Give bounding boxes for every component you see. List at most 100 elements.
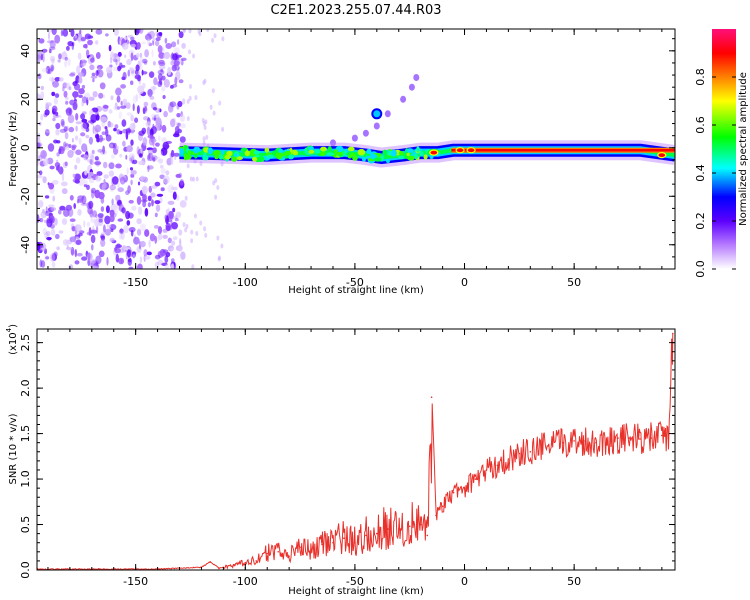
signal-blob bbox=[326, 152, 335, 156]
snr-data-point bbox=[209, 561, 211, 563]
noise-speckle bbox=[90, 114, 98, 123]
noise-speckle bbox=[40, 150, 47, 159]
noise-speckle bbox=[37, 150, 40, 157]
noise-speckle bbox=[75, 125, 78, 132]
noise-speckle bbox=[202, 136, 206, 142]
spectrogram-panel: -150 -100 -50 0 50 -40 -20 0 20 40 Height of str… bbox=[8, 28, 676, 296]
snr-panel: -150 -100 -50 0 50 0.0 0.5 1.0 1.5 2.0 2.5 Height… bbox=[5, 324, 676, 597]
noise-speckle bbox=[167, 237, 172, 244]
noise-speckle bbox=[61, 188, 68, 195]
noise-speckle bbox=[120, 100, 123, 106]
noise-speckle bbox=[188, 29, 192, 34]
noise-speckle bbox=[202, 80, 206, 86]
noise-speckle bbox=[78, 137, 82, 145]
signal-blob bbox=[220, 150, 225, 155]
noise-speckle bbox=[170, 263, 175, 269]
noise-speckle bbox=[59, 205, 66, 211]
noise-speckle bbox=[62, 29, 69, 37]
noise-speckle bbox=[83, 44, 88, 49]
noise-speckle bbox=[84, 170, 88, 176]
noise-speckle bbox=[100, 116, 107, 123]
noise-speckle bbox=[87, 39, 93, 46]
signal-blob bbox=[313, 149, 321, 154]
noise-speckle bbox=[178, 79, 184, 84]
snr-data-point bbox=[435, 514, 437, 517]
noise-speckle bbox=[109, 143, 113, 149]
colorbar-ticks: 0.0 0.2 0.4 0.6 0.8 bbox=[694, 68, 736, 278]
noise-speckle bbox=[166, 157, 172, 166]
colorbar: 0.0 0.2 0.4 0.6 0.8 Normalized spectral ampl… bbox=[694, 29, 749, 278]
snr-data-point bbox=[595, 441, 597, 444]
noise-speckle bbox=[101, 232, 106, 236]
noise-speckle bbox=[172, 207, 176, 213]
noise-speckle bbox=[45, 128, 51, 134]
noise-speckle bbox=[157, 226, 163, 235]
noise-speckle bbox=[156, 193, 164, 197]
noise-speckle bbox=[192, 53, 196, 59]
snr-data-point bbox=[441, 505, 444, 508]
noise-speckle bbox=[139, 52, 143, 58]
colorbar-label: Normalized spectral amplitude bbox=[738, 72, 749, 226]
noise-speckle bbox=[209, 104, 213, 110]
noise-speckle bbox=[154, 181, 161, 187]
noise-speckle bbox=[92, 78, 95, 83]
noise-speckle bbox=[160, 187, 165, 192]
noise-speckle bbox=[75, 113, 79, 121]
y-tick-label: 2.5 bbox=[19, 334, 32, 352]
noise-speckle bbox=[147, 165, 154, 170]
noise-speckle bbox=[130, 114, 134, 122]
noise-speckle bbox=[129, 167, 134, 171]
noise-speckle bbox=[168, 104, 174, 113]
noise-speckle bbox=[88, 200, 94, 209]
noise-speckle bbox=[202, 140, 206, 146]
noise-speckle bbox=[63, 90, 68, 98]
noise-speckle bbox=[109, 215, 115, 223]
noise-speckle bbox=[203, 226, 207, 232]
noise-speckle bbox=[143, 61, 148, 65]
noise-speckle bbox=[51, 91, 56, 97]
noise-speckle bbox=[124, 54, 127, 59]
signal-blob bbox=[194, 154, 198, 159]
noise-speckle bbox=[90, 217, 96, 223]
noise-speckle bbox=[144, 105, 147, 112]
noise-speckle bbox=[147, 134, 154, 139]
noise-speckle bbox=[202, 121, 206, 127]
noise-speckle bbox=[211, 37, 215, 43]
noise-speckle bbox=[52, 114, 60, 119]
noise-speckle bbox=[171, 186, 175, 190]
signal-blob bbox=[207, 147, 213, 155]
noise-speckle bbox=[179, 200, 187, 208]
noise-speckle bbox=[120, 84, 126, 89]
noise-speckle bbox=[188, 95, 192, 101]
signal-blob bbox=[236, 156, 243, 161]
noise-speckle bbox=[162, 249, 169, 254]
x-tick-label: 0 bbox=[461, 276, 468, 289]
noise-speckle bbox=[179, 179, 184, 186]
noise-speckle bbox=[85, 134, 90, 139]
noise-speckle bbox=[80, 132, 86, 137]
signal-blob bbox=[357, 148, 366, 156]
noise-speckle bbox=[163, 53, 167, 59]
noise-speckle bbox=[68, 143, 72, 149]
noise-speckle bbox=[49, 49, 52, 54]
noise-speckle bbox=[90, 234, 96, 244]
noise-speckle bbox=[136, 228, 142, 236]
noise-speckle bbox=[83, 154, 89, 161]
noise-speckle bbox=[102, 145, 105, 155]
noise-speckle bbox=[178, 31, 184, 39]
noise-speckle bbox=[148, 185, 152, 193]
snr-data-point bbox=[277, 551, 280, 553]
noise-speckle bbox=[152, 147, 157, 154]
noise-speckle bbox=[157, 80, 163, 87]
noise-speckle bbox=[122, 140, 126, 147]
colorbar-gradient bbox=[712, 29, 736, 269]
signal-blob bbox=[193, 146, 199, 154]
noise-speckle bbox=[50, 207, 57, 211]
signal-blob bbox=[214, 154, 219, 160]
noise-speckle bbox=[55, 122, 61, 130]
noise-speckle bbox=[59, 77, 64, 82]
noise-speckle bbox=[121, 76, 126, 81]
noise-speckle bbox=[100, 238, 106, 247]
noise-speckle bbox=[134, 29, 140, 36]
noise-speckle bbox=[167, 184, 175, 193]
